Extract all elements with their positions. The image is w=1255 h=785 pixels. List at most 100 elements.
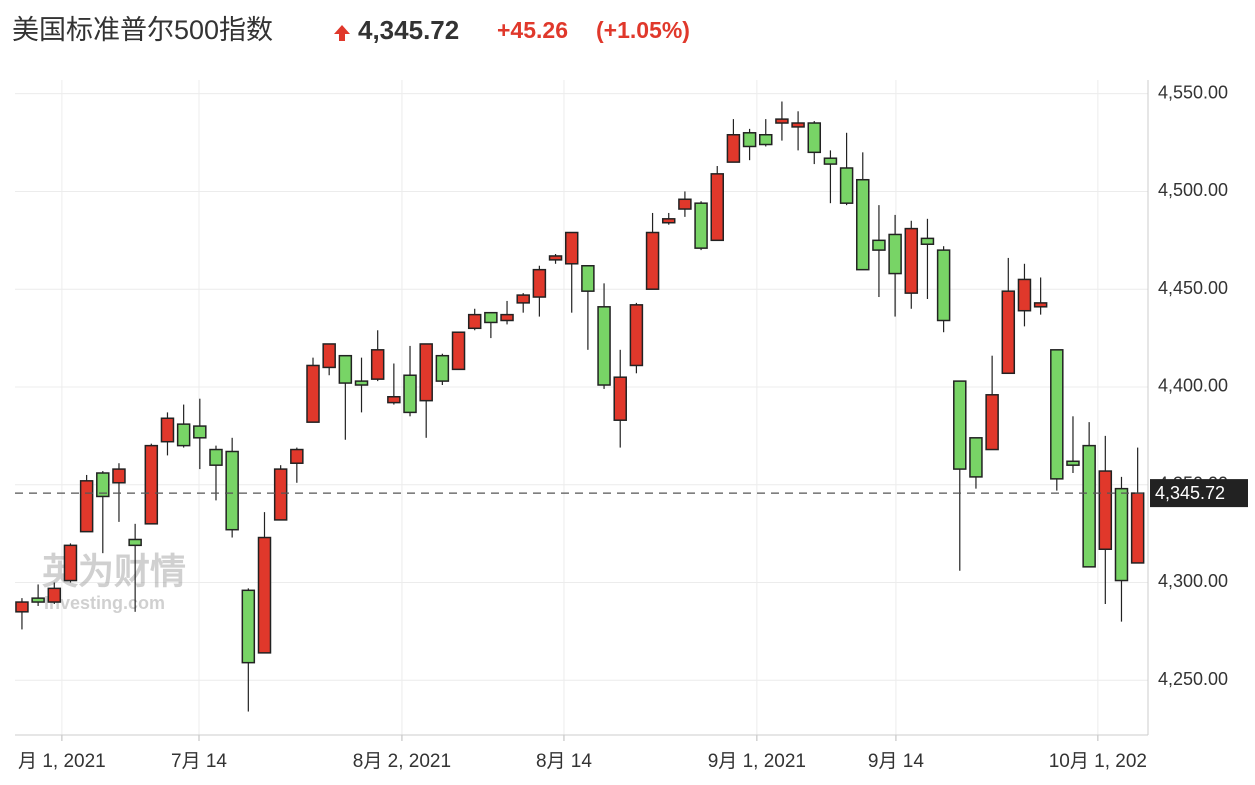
candle-body: [872, 239, 886, 251]
candle: [1130, 447, 1145, 564]
candle-body: [15, 601, 29, 613]
chart-title: 美国标准普尔500指数: [12, 15, 273, 45]
candle: [1033, 277, 1048, 315]
x-tick-label: 月 1, 2021: [18, 751, 106, 772]
candle-body: [726, 133, 741, 163]
candle: [872, 205, 886, 298]
candle: [322, 343, 336, 376]
candle: [209, 445, 223, 501]
candle: [451, 331, 466, 371]
candle: [694, 201, 708, 251]
candle: [823, 150, 838, 204]
candle: [807, 121, 822, 165]
candle-body: [338, 354, 353, 384]
candle-body: [387, 395, 401, 404]
candle: [225, 437, 239, 538]
candle: [484, 311, 498, 339]
watermark-cn: 英为财情: [42, 551, 186, 592]
candle-body: [451, 331, 466, 371]
candle-body: [694, 202, 708, 249]
candle: [678, 191, 692, 217]
candle: [759, 119, 773, 147]
candle-body: [419, 343, 433, 402]
candle-body: [839, 167, 854, 204]
candle: [96, 471, 110, 554]
candle: [1066, 416, 1080, 473]
candle-body: [112, 468, 126, 484]
candle-body: [807, 122, 822, 154]
candle-body: [79, 480, 94, 533]
candle: [936, 246, 951, 333]
candle-body: [354, 380, 369, 386]
candle-body: [742, 132, 757, 148]
candle: [144, 443, 159, 525]
candle-body: [467, 313, 482, 330]
change-percent: (+1.05%): [596, 17, 690, 43]
candle: [904, 220, 919, 309]
grid: [15, 80, 1148, 735]
candle: [645, 212, 660, 290]
x-tick-label: 8月 14: [536, 751, 592, 772]
candle-body: [791, 122, 805, 128]
candle-body: [629, 304, 644, 367]
candle-body: [225, 450, 239, 531]
y-tick-label: 4,400.00: [1158, 376, 1228, 396]
candle-body: [532, 268, 547, 298]
last-price-label: 4,345.72: [1155, 483, 1225, 503]
x-tick-label: 9月 14: [868, 751, 924, 772]
candle: [532, 265, 547, 317]
candle: [370, 330, 385, 382]
candle: [467, 308, 482, 331]
candle-body: [936, 249, 951, 322]
last-price: 4,345.72: [358, 15, 459, 45]
candle-body: [306, 364, 320, 423]
candle-body: [969, 437, 983, 478]
candle: [953, 380, 967, 571]
candle: [920, 218, 935, 299]
candle: [15, 598, 29, 630]
candle: [290, 447, 304, 483]
candle-body: [613, 376, 627, 421]
candle-body: [1017, 278, 1032, 312]
candle-body: [1001, 290, 1016, 375]
candle-body: [678, 198, 692, 210]
y-tick-label: 4,300.00: [1158, 571, 1228, 591]
candle-body: [370, 349, 385, 380]
candle-body: [856, 178, 870, 271]
candle: [742, 128, 757, 161]
x-tick-label: 10月 1, 202: [1049, 751, 1147, 772]
candle-body: [484, 311, 498, 324]
candle-body: [759, 133, 773, 146]
candle: [613, 349, 627, 448]
candle: [128, 523, 142, 612]
candle-body: [564, 231, 579, 265]
y-tick-label: 4,250.00: [1158, 669, 1228, 689]
candle: [306, 357, 320, 423]
candle: [791, 111, 805, 151]
candle: [79, 474, 94, 533]
candle-body: [500, 313, 514, 322]
candle-body: [920, 237, 935, 245]
candle-body: [160, 417, 175, 443]
candle: [597, 283, 611, 389]
candle: [1001, 257, 1016, 375]
candle: [581, 264, 595, 350]
candle: [661, 212, 676, 225]
candle: [47, 582, 62, 604]
x-tick-label: 9月 1, 2021: [708, 751, 806, 772]
candle: [338, 354, 353, 440]
candle-body: [985, 394, 999, 451]
candle-body: [63, 544, 78, 582]
candle-body: [904, 227, 919, 294]
candle-body: [209, 448, 223, 466]
candle-body: [241, 589, 256, 664]
candle-body: [176, 423, 191, 447]
candle: [775, 101, 789, 141]
candle: [969, 437, 983, 489]
up-arrow: [334, 25, 350, 41]
candle-body: [257, 536, 272, 654]
candle: [500, 300, 514, 325]
candle-body: [597, 306, 611, 386]
candle-body: [1114, 487, 1129, 582]
